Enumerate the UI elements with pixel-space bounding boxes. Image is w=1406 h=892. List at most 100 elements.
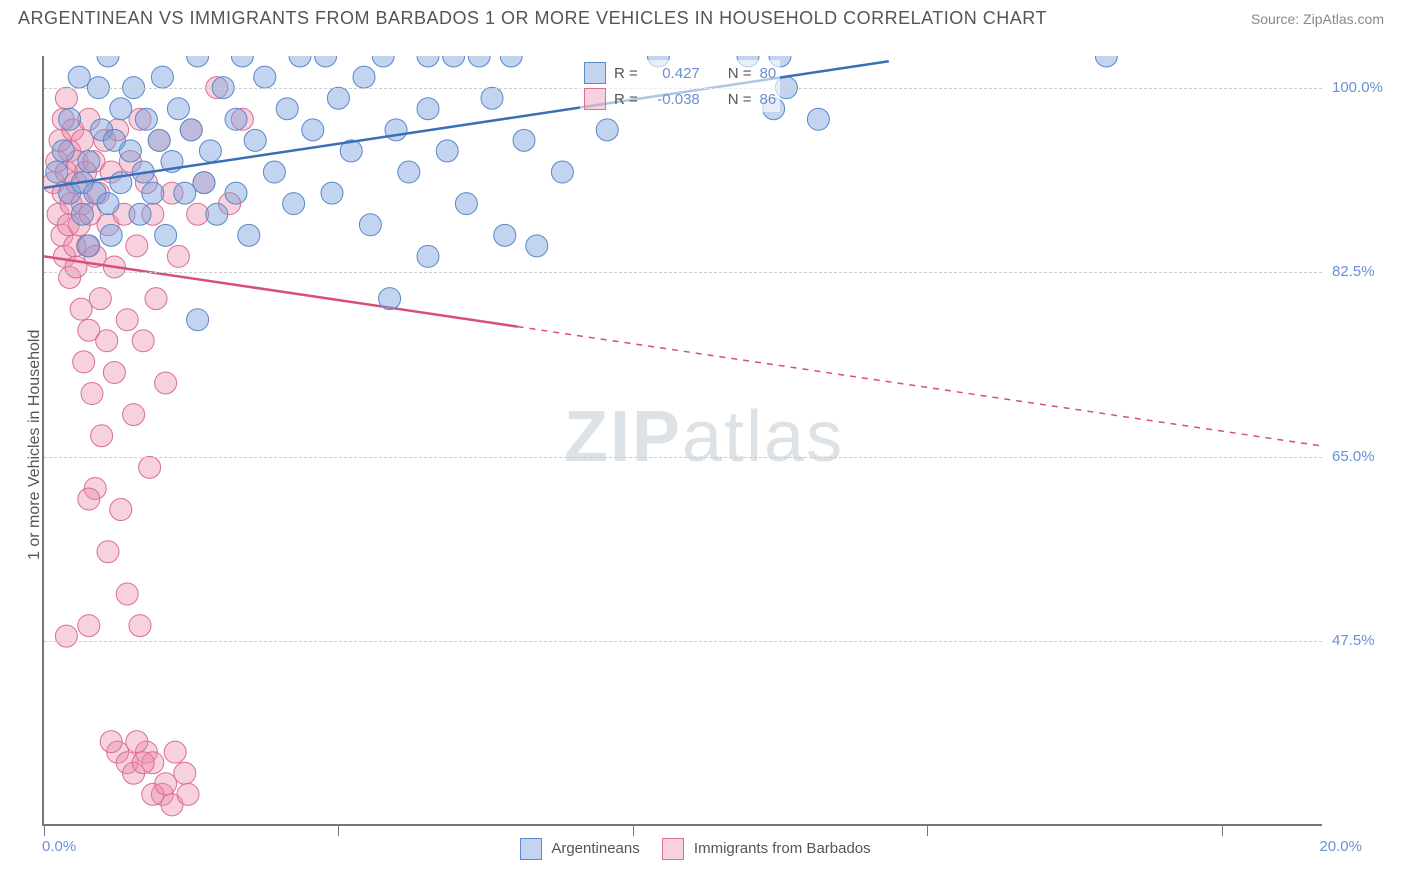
data-point (1095, 56, 1117, 67)
data-point (155, 372, 177, 394)
data-point (481, 87, 503, 109)
data-point (68, 66, 90, 88)
data-point (81, 383, 103, 405)
legend-label-blue: Argentineans (551, 840, 639, 857)
data-point (97, 193, 119, 215)
x-axis-tick (633, 824, 634, 836)
data-point (89, 288, 111, 310)
n-label: N = (728, 65, 752, 82)
data-point (177, 783, 199, 805)
scatter-svg (44, 56, 1324, 826)
data-point (100, 224, 122, 246)
data-point (167, 98, 189, 120)
data-point (526, 235, 548, 257)
data-point (417, 98, 439, 120)
data-point (78, 235, 100, 257)
chart-title: ARGENTINEAN VS IMMIGRANTS FROM BARBADOS … (18, 8, 1047, 29)
data-point (436, 140, 458, 162)
data-point (151, 66, 173, 88)
data-point (116, 583, 138, 605)
data-point (187, 309, 209, 331)
data-point (110, 98, 132, 120)
data-point (46, 161, 68, 183)
data-point (96, 330, 118, 352)
data-point (167, 245, 189, 267)
series-legend: Argentineans Immigrants from Barbados (520, 838, 871, 860)
data-point (244, 129, 266, 151)
data-point (174, 762, 196, 784)
y-axis-tick-label: 65.0% (1332, 448, 1375, 465)
x-axis-tick (44, 824, 45, 836)
y-axis-tick-label: 82.5% (1332, 263, 1375, 280)
data-point (129, 615, 151, 637)
data-point (385, 119, 407, 141)
r-value-blue: 0.427 (646, 65, 700, 82)
x-axis-tick (338, 824, 339, 836)
data-point (468, 56, 490, 67)
x-axis-min-label: 0.0% (42, 838, 76, 855)
gridline-horizontal (44, 641, 1322, 642)
data-point (500, 56, 522, 67)
data-point (52, 140, 74, 162)
data-point (123, 404, 145, 426)
data-point (78, 150, 100, 172)
data-point (327, 87, 349, 109)
correlation-legend-row-1: R = 0.427 N = 80 (580, 60, 780, 86)
n-value-pink: 86 (760, 91, 777, 108)
data-point (276, 98, 298, 120)
data-point (225, 108, 247, 130)
x-axis-max-label: 20.0% (1319, 838, 1362, 855)
data-point (91, 425, 113, 447)
data-point (289, 56, 311, 67)
gridline-horizontal (44, 272, 1322, 273)
data-point (494, 224, 516, 246)
data-point (807, 108, 829, 130)
data-point (71, 129, 93, 151)
r-label: R = (614, 91, 638, 108)
data-point (174, 182, 196, 204)
data-point (70, 298, 92, 320)
data-point (148, 129, 170, 151)
data-point (126, 731, 148, 753)
x-axis-tick (927, 824, 928, 836)
data-point (315, 56, 337, 67)
data-point (238, 224, 260, 246)
r-value-pink: -0.038 (646, 91, 700, 108)
data-point (225, 182, 247, 204)
data-point (97, 541, 119, 563)
data-point (254, 66, 276, 88)
legend-swatch-blue (520, 838, 542, 860)
data-point (417, 56, 439, 67)
n-label: N = (728, 91, 752, 108)
data-point (596, 119, 618, 141)
data-point (71, 203, 93, 225)
data-point (513, 129, 535, 151)
data-point (193, 172, 215, 194)
legend-swatch-blue (584, 62, 606, 84)
data-point (353, 66, 375, 88)
data-point (379, 288, 401, 310)
data-point (142, 182, 164, 204)
n-value-blue: 80 (760, 65, 777, 82)
data-point (155, 224, 177, 246)
data-point (55, 87, 77, 109)
source-attribution: Source: ZipAtlas.com (1251, 11, 1384, 27)
data-point (321, 182, 343, 204)
data-point (116, 309, 138, 331)
data-point (132, 330, 154, 352)
data-point (283, 193, 305, 215)
legend-swatch-pink (662, 838, 684, 860)
r-label: R = (614, 65, 638, 82)
data-point (417, 245, 439, 267)
data-point (199, 140, 221, 162)
y-axis-tick-label: 100.0% (1332, 79, 1383, 96)
data-point (135, 108, 157, 130)
y-axis-label: 1 or more Vehicles in Household (26, 330, 44, 560)
x-axis-tick (1222, 824, 1223, 836)
data-point (119, 140, 141, 162)
correlation-legend-row-2: R = -0.038 N = 86 (580, 86, 780, 112)
data-point (206, 203, 228, 225)
data-point (59, 108, 81, 130)
data-point (126, 235, 148, 257)
data-point (551, 161, 573, 183)
